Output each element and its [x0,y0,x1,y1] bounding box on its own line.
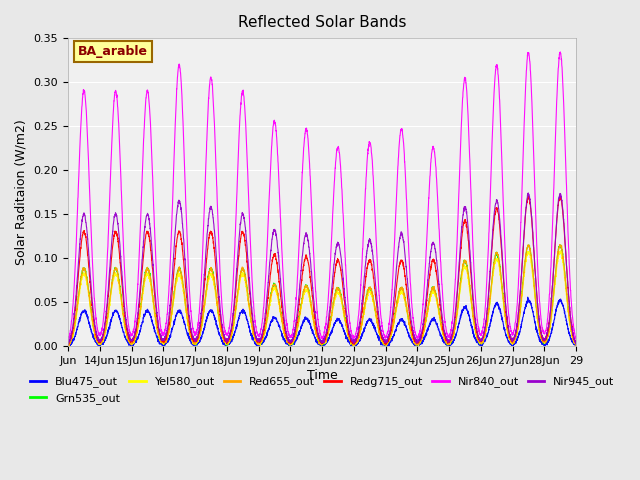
X-axis label: Time: Time [307,369,337,382]
Y-axis label: Solar Raditaion (W/m2): Solar Raditaion (W/m2) [15,119,28,265]
Text: BA_arable: BA_arable [78,45,148,58]
Legend: Blu475_out, Grn535_out, Yel580_out, Red655_out, Redg715_out, Nir840_out, Nir945_: Blu475_out, Grn535_out, Yel580_out, Red6… [25,372,619,408]
Title: Reflected Solar Bands: Reflected Solar Bands [238,15,406,30]
